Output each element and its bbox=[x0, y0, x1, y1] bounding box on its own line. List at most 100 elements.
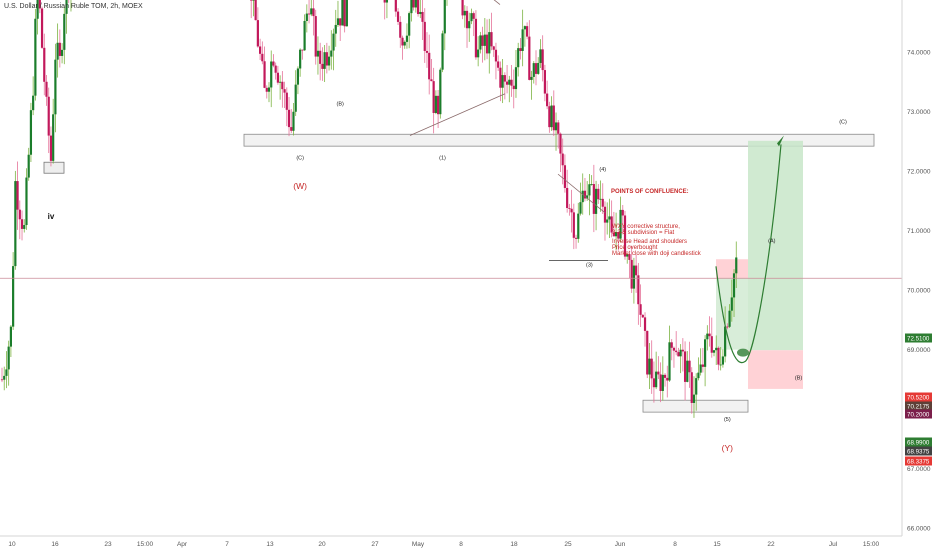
candle-body bbox=[270, 61, 273, 88]
candle-body bbox=[670, 342, 673, 348]
candle-body bbox=[721, 356, 724, 365]
candle-body bbox=[730, 297, 733, 311]
candle-body bbox=[38, 0, 41, 9]
projection-arrow-icon bbox=[777, 135, 784, 147]
candle-body bbox=[528, 36, 531, 80]
x-tick-label: 27 bbox=[371, 541, 379, 548]
x-tick-label: Jun bbox=[615, 541, 626, 548]
candle-body bbox=[572, 212, 575, 238]
triangle-lower[interactable] bbox=[409, 93, 506, 136]
candle-body bbox=[503, 75, 506, 82]
candle-body bbox=[279, 81, 282, 83]
candle-body bbox=[303, 20, 306, 51]
candle-body bbox=[517, 48, 520, 68]
candle-body bbox=[479, 35, 482, 50]
candle-body bbox=[543, 70, 546, 94]
candle-body bbox=[686, 360, 689, 382]
candle-body bbox=[319, 50, 322, 64]
candle-body bbox=[677, 352, 680, 357]
candle-body bbox=[581, 190, 584, 203]
candle-body bbox=[256, 20, 259, 47]
candle-body bbox=[316, 50, 320, 57]
candle-body bbox=[23, 225, 26, 229]
wave-label: (5) bbox=[724, 417, 731, 423]
candle-body bbox=[490, 32, 493, 47]
y-tick-label: 67.0000 bbox=[907, 466, 931, 473]
wave-label: (3) bbox=[586, 262, 593, 268]
y-tick-label: 71.0000 bbox=[907, 228, 931, 235]
x-tick-label: 7 bbox=[225, 541, 229, 548]
candle-body bbox=[305, 13, 308, 21]
wave4-line[interactable] bbox=[557, 173, 606, 214]
candle-body bbox=[292, 111, 295, 131]
candle-body bbox=[396, 11, 400, 22]
profit-zone[interactable] bbox=[748, 140, 803, 351]
candle-body bbox=[708, 333, 711, 337]
candle-body bbox=[488, 32, 491, 54]
candle-body bbox=[252, 0, 255, 1]
note-line: Inverse Head and shoulders bbox=[612, 239, 687, 245]
candle-body bbox=[732, 273, 736, 298]
wave-label: (C) bbox=[296, 155, 304, 161]
candle-body bbox=[425, 50, 429, 53]
candle-body bbox=[405, 35, 409, 42]
candle-body bbox=[590, 184, 593, 185]
chart-title: U.S. Dollar / Russian Ruble TOM, 2h, MOE… bbox=[4, 3, 143, 10]
candle-body bbox=[341, 0, 344, 26]
candle-body bbox=[715, 347, 718, 351]
candle-body bbox=[0, 379, 4, 381]
candle-body bbox=[710, 336, 713, 353]
candle-body bbox=[508, 79, 511, 85]
candle-body bbox=[588, 184, 591, 196]
candle-body bbox=[12, 266, 15, 327]
candle-body bbox=[437, 95, 440, 115]
candle-body bbox=[285, 92, 288, 110]
candle-body bbox=[497, 61, 500, 68]
x-tick-label: 13 bbox=[266, 541, 274, 548]
candle-body bbox=[583, 190, 587, 199]
candle-body bbox=[608, 216, 611, 220]
y-tick-label: 72.0000 bbox=[907, 169, 931, 176]
x-tick-label: May bbox=[412, 541, 425, 548]
candle-body bbox=[594, 188, 598, 214]
candle-body bbox=[485, 34, 489, 54]
stop-zone[interactable] bbox=[748, 350, 803, 389]
candle-body bbox=[688, 360, 691, 373]
candle-body bbox=[294, 84, 297, 112]
candle-body bbox=[659, 374, 662, 391]
candle-body bbox=[510, 79, 513, 86]
candle-body bbox=[321, 63, 324, 69]
candle-body bbox=[592, 184, 595, 214]
candle-body bbox=[259, 46, 262, 54]
candle-body bbox=[704, 339, 707, 367]
candle-body bbox=[481, 35, 484, 46]
candle-body bbox=[610, 216, 613, 233]
candle-body bbox=[494, 49, 498, 62]
candle-body bbox=[60, 49, 64, 56]
candle-body bbox=[563, 165, 567, 188]
candle-body bbox=[657, 371, 660, 375]
candle-body bbox=[597, 188, 600, 200]
wave-label: (1) bbox=[439, 155, 446, 161]
candle-body bbox=[626, 254, 629, 257]
candle-body bbox=[430, 79, 433, 82]
candle-body bbox=[719, 364, 722, 366]
candle-body bbox=[537, 62, 540, 74]
candle-body bbox=[25, 177, 28, 226]
price-badge-label: 72.5100 bbox=[907, 336, 930, 343]
price-badge bbox=[905, 437, 932, 447]
price-badge bbox=[905, 392, 932, 402]
triangle-upper[interactable] bbox=[418, 0, 501, 5]
candle-body bbox=[399, 21, 402, 38]
candle-body bbox=[423, 21, 426, 51]
support-zone[interactable] bbox=[243, 133, 875, 147]
bottom-zone[interactable] bbox=[642, 399, 749, 413]
candle-body bbox=[666, 377, 669, 381]
marker-box-iv[interactable] bbox=[43, 161, 65, 174]
candle-body bbox=[579, 202, 582, 214]
price-badge bbox=[905, 456, 932, 466]
projection-path[interactable] bbox=[715, 144, 782, 364]
candle-body bbox=[461, 0, 464, 16]
candle-body bbox=[648, 358, 651, 375]
